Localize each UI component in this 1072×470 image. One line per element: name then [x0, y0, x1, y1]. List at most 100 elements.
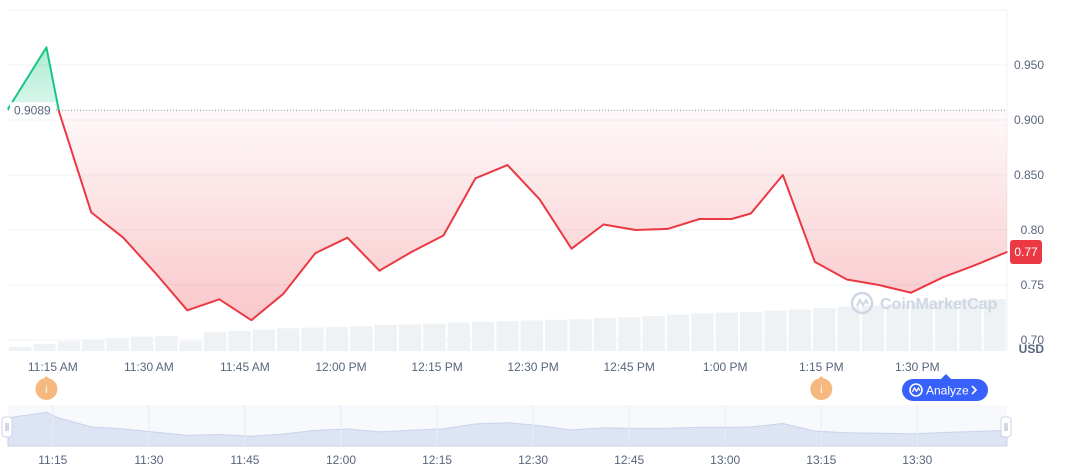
volume-bar — [471, 321, 495, 351]
volume-bar — [82, 339, 105, 351]
volume-bar — [739, 312, 763, 351]
y-tick-label: 0.70 — [1021, 333, 1045, 347]
range-navigator[interactable] — [1, 405, 1012, 447]
event-marker-circle[interactable] — [810, 378, 833, 400]
y-tick-label: 0.950 — [1014, 58, 1044, 72]
data-point — [750, 212, 752, 215]
data-point — [602, 223, 605, 226]
volume-bars — [9, 299, 1006, 351]
navigator-tick-label: 13:15 — [806, 453, 836, 467]
y-tick-label: 0.75 — [1021, 278, 1045, 292]
price-down-line — [57, 110, 1008, 322]
x-tick-label: 1:15 PM — [799, 360, 844, 374]
event-marker[interactable]: i — [35, 376, 58, 400]
info-icon: i — [45, 384, 47, 396]
navigator-tick-label: 12:00 — [326, 453, 356, 467]
volume-bar — [179, 341, 202, 351]
navigator-handle-left[interactable] — [1, 416, 13, 438]
volume-bar — [398, 324, 422, 351]
data-point — [942, 276, 944, 279]
current-price-tag-bg — [1010, 240, 1042, 264]
y-tick-label: 0.80 — [1021, 223, 1045, 237]
volume-bar — [203, 332, 227, 351]
volume-bar — [252, 329, 276, 351]
data-point — [122, 236, 125, 239]
reference-price-tag-bg — [10, 102, 56, 119]
volume-bar — [520, 320, 544, 351]
data-point — [410, 251, 413, 253]
volume-bar — [618, 317, 641, 351]
data-point — [90, 211, 93, 214]
watermark: CoinMarketCap — [850, 291, 998, 315]
data-point — [570, 247, 573, 250]
x-tick-label: 12:00 PM — [315, 360, 366, 374]
volume-bar — [277, 328, 300, 351]
volume-bar — [813, 308, 836, 351]
x-axis: 11:15 AM 11:30 AM 11:45 AM 12:00 PM 12:15 PM… — [28, 360, 940, 374]
analyze-button-bg[interactable] — [902, 379, 988, 401]
volume-bar — [837, 306, 860, 351]
analyze-label: Analyze — [926, 384, 969, 398]
volume-bar — [983, 299, 1006, 351]
data-point — [186, 309, 189, 312]
volume-bar — [350, 326, 373, 351]
analyze-button[interactable]: Analyze — [902, 374, 988, 401]
navigator-handle-left-grip[interactable] — [1, 416, 13, 438]
navigator-tick-label: 11:15 — [38, 453, 67, 467]
x-tick-label: 1:30 PM — [895, 360, 940, 374]
price-areas — [8, 47, 1007, 321]
data-point — [730, 218, 733, 220]
volume-bar — [9, 347, 32, 351]
price-up-area — [8, 47, 59, 111]
data-point — [538, 198, 541, 200]
volume-bar — [301, 327, 324, 351]
volume-bar — [374, 325, 397, 351]
data-point — [474, 177, 477, 180]
data-point — [1006, 251, 1008, 253]
volume-bar — [155, 336, 178, 351]
data-point — [666, 228, 669, 230]
navigator-axis: 11:15 11:30 11:45 12:00 12:15 12:30 12:45 13:00… — [38, 453, 932, 467]
data-point — [218, 298, 221, 301]
data-point — [442, 234, 445, 237]
volume-bar — [934, 301, 958, 351]
volume-bar — [228, 330, 251, 351]
data-point — [282, 293, 285, 295]
volume-bar — [886, 304, 909, 351]
volume-bar — [447, 322, 470, 351]
y-axis: 0.950 0.900 0.850 0.80 0.75 0.70 — [1014, 58, 1044, 347]
data-point — [910, 291, 912, 294]
navigator-handle-right[interactable] — [1000, 416, 1012, 438]
x-tick-label: 11:15 AM — [28, 360, 78, 374]
analyze-button-pointer — [941, 374, 951, 379]
event-marker[interactable]: i — [810, 376, 833, 400]
volume-bar — [715, 312, 738, 351]
analyze-icon — [909, 383, 923, 397]
data-point — [154, 272, 157, 274]
volume-bar — [57, 341, 81, 351]
volume-bar — [666, 314, 690, 351]
volume-bar — [764, 310, 787, 351]
data-point — [814, 261, 816, 263]
price-down-area — [58, 110, 1007, 321]
volume-bar — [593, 317, 617, 351]
data-point — [346, 236, 349, 239]
reference-price-tag: 0.9089 — [10, 102, 56, 119]
navigator-tick-label: 13:30 — [902, 453, 932, 467]
x-tick-label: 1:00 PM — [703, 360, 748, 374]
volume-bar — [910, 302, 933, 351]
volume-bar — [959, 300, 982, 351]
volume-bar — [691, 313, 714, 351]
navigator-tick-label: 12:45 — [614, 453, 644, 467]
currency-label: USD — [1019, 342, 1045, 356]
event-marker-circle[interactable] — [35, 378, 58, 400]
navigator-tick-label: 12:30 — [518, 453, 548, 467]
data-point — [974, 264, 976, 267]
volume-bar — [496, 321, 519, 351]
navigator-handle-right-grip[interactable] — [1000, 416, 1012, 438]
navigator-area — [7, 411, 1008, 447]
volume-bar — [545, 319, 568, 351]
navigator-tick-label: 13:00 — [710, 453, 740, 467]
x-tick-label: 12:30 PM — [507, 360, 558, 374]
